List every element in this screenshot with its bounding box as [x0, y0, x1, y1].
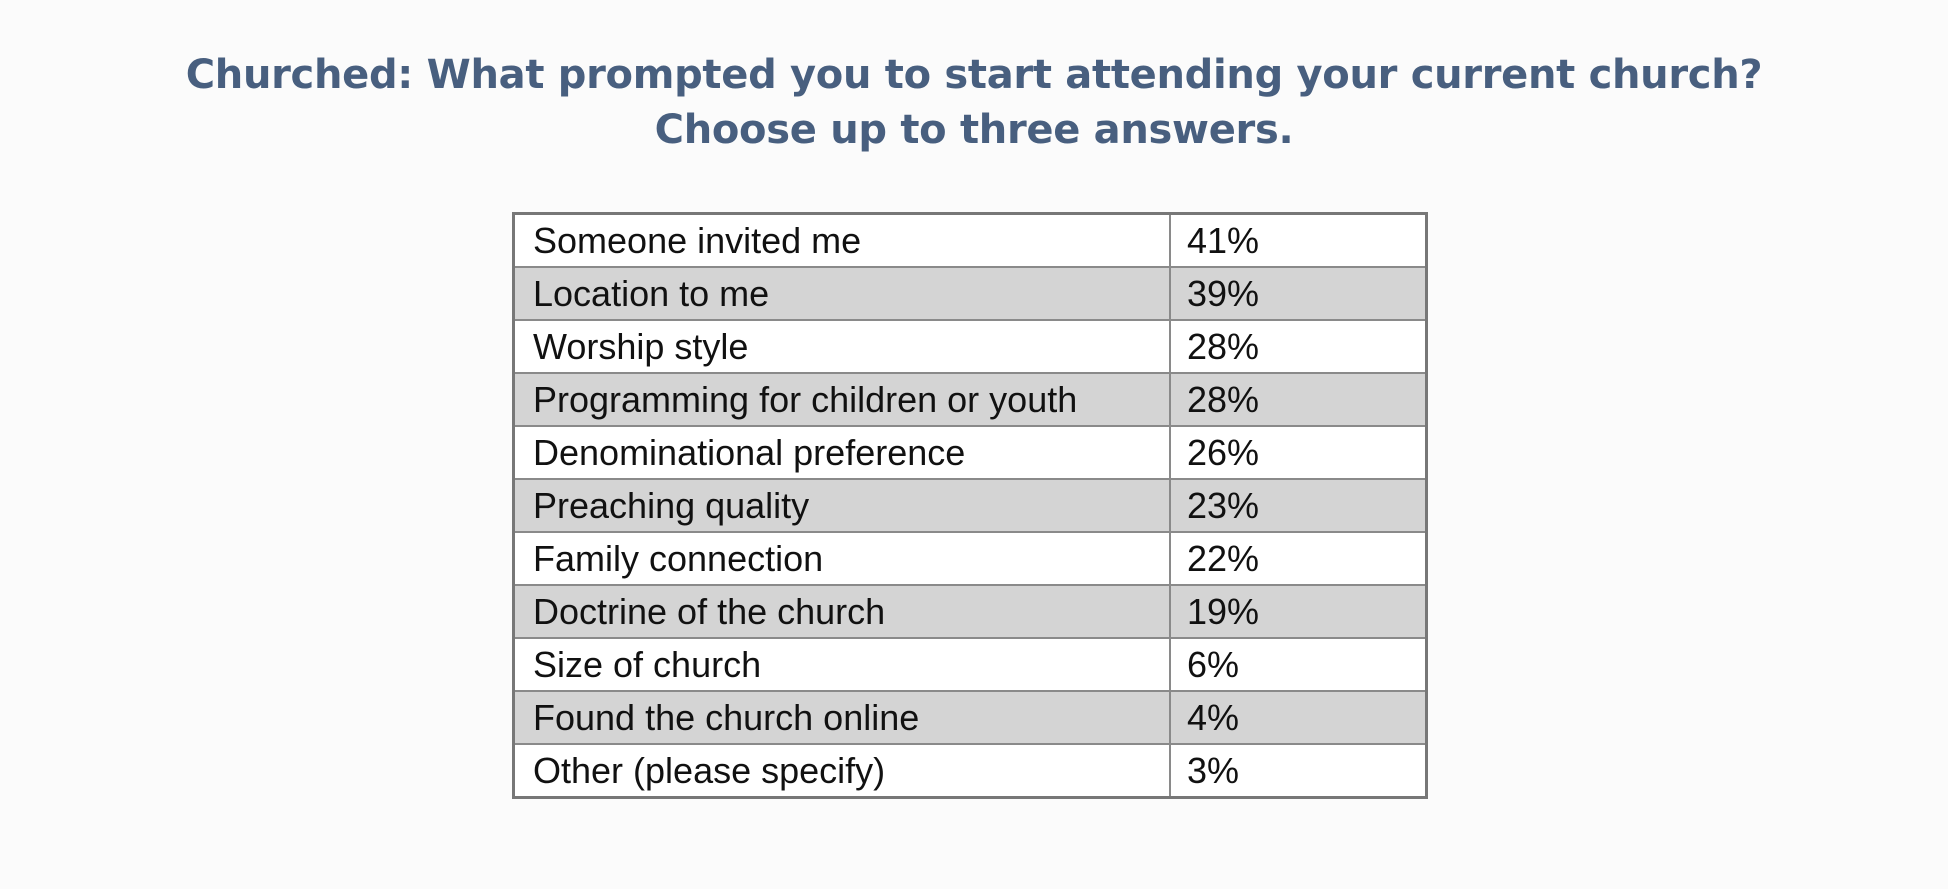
percent-cell: 23% — [1169, 478, 1428, 533]
answer-cell: Family connection — [512, 531, 1171, 586]
percent-cell: 4% — [1169, 690, 1428, 745]
answer-cell: Denominational preference — [512, 425, 1171, 480]
answer-cell: Worship style — [512, 319, 1171, 374]
table-row: Programming for children or youth 28% — [512, 372, 1428, 427]
percent-cell: 39% — [1169, 266, 1428, 321]
survey-table-body: Someone invited me 41% Location to me 39% Wo… — [512, 212, 1428, 799]
percent-cell: 26% — [1169, 425, 1428, 480]
answer-cell: Other (please specify) — [512, 743, 1171, 799]
percent-cell: 3% — [1169, 743, 1428, 799]
table-row: Someone invited me 41% — [512, 212, 1428, 268]
percent-cell: 28% — [1169, 319, 1428, 374]
answer-cell: Found the church online — [512, 690, 1171, 745]
table-row: Found the church online 4% — [512, 690, 1428, 745]
answer-cell: Preaching quality — [512, 478, 1171, 533]
answer-cell: Size of church — [512, 637, 1171, 692]
table-row: Preaching quality 23% — [512, 478, 1428, 533]
table-row: Location to me 39% — [512, 266, 1428, 321]
percent-cell: 6% — [1169, 637, 1428, 692]
table-row: Size of church 6% — [512, 637, 1428, 692]
chart-title-block: Churched: What prompted you to start att… — [0, 48, 1948, 158]
chart-subtitle: Choose up to three answers. — [654, 107, 1294, 153]
percent-cell: 22% — [1169, 531, 1428, 586]
percent-cell: 41% — [1169, 212, 1428, 268]
table-row: Worship style 28% — [512, 319, 1428, 374]
answer-cell: Someone invited me — [512, 212, 1171, 268]
survey-results-table: Someone invited me 41% Location to me 39% Wo… — [512, 212, 1428, 799]
table-row: Doctrine of the church 19% — [512, 584, 1428, 639]
chart-title: Churched: What prompted you to start att… — [185, 52, 1763, 98]
percent-cell: 28% — [1169, 372, 1428, 427]
table-row: Family connection 22% — [512, 531, 1428, 586]
answer-cell: Doctrine of the church — [512, 584, 1171, 639]
answer-cell: Programming for children or youth — [512, 372, 1171, 427]
survey-table-wrapper: Someone invited me 41% Location to me 39% Wo… — [512, 212, 1428, 799]
table-row: Denominational preference 26% — [512, 425, 1428, 480]
table-row: Other (please specify) 3% — [512, 743, 1428, 799]
answer-cell: Location to me — [512, 266, 1171, 321]
percent-cell: 19% — [1169, 584, 1428, 639]
